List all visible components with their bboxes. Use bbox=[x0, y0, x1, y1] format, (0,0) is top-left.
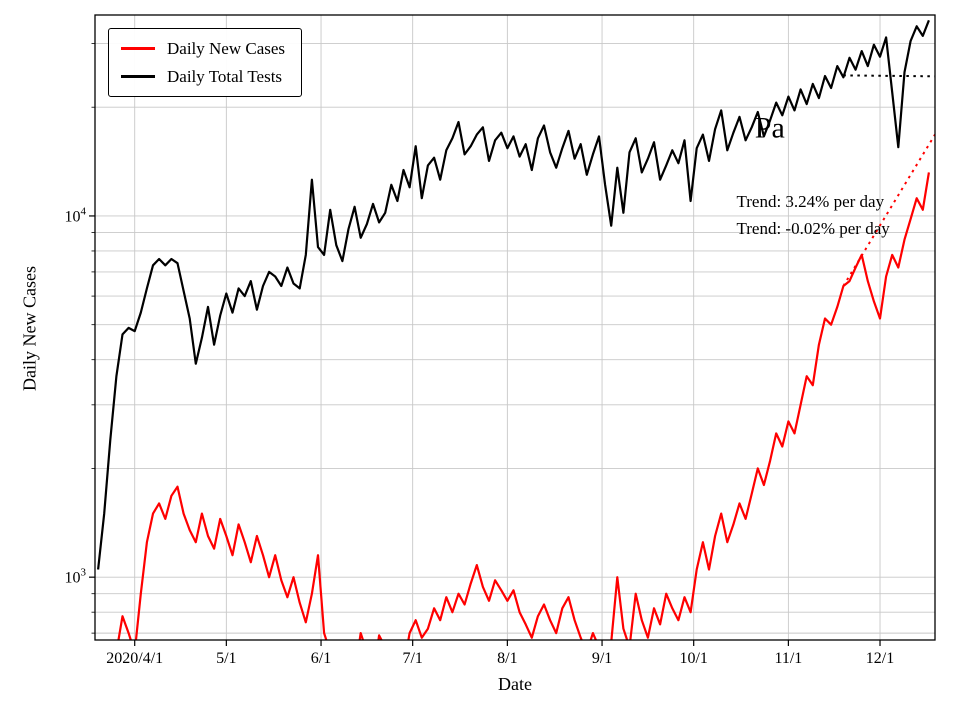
y-tick-label: 103 bbox=[65, 567, 87, 587]
cases-trend bbox=[842, 134, 935, 287]
x-tick-label: 12/1 bbox=[866, 650, 894, 667]
legend-item-daily-new-cases: Daily New Cases bbox=[121, 40, 285, 57]
state-label: Pa bbox=[755, 111, 785, 144]
y-ticks: 103 104 bbox=[65, 43, 95, 634]
trend-label-cases: Trend: 3.24% per day bbox=[736, 192, 884, 211]
x-tick-label: 10/1 bbox=[679, 650, 707, 667]
y-tick-label: 104 bbox=[65, 205, 87, 225]
x-ticks: 2020/4/1 5/1 6/1 7/1 8/1 9/1 10/1 11/1 12/1 bbox=[106, 640, 894, 667]
legend: Daily New Cases Daily Total Tests bbox=[108, 28, 303, 97]
legend-line-sample-cases-icon bbox=[121, 47, 155, 50]
x-tick-label: 2020/4/1 bbox=[106, 650, 163, 667]
trend-label-tests: Trend: -0.02% per day bbox=[736, 219, 890, 238]
plot-border bbox=[94, 14, 936, 641]
y-axis-label: Daily New Cases bbox=[19, 266, 40, 391]
legend-item-daily-total-tests: Daily Total Tests bbox=[121, 68, 285, 85]
series-line-daily-new-cases bbox=[117, 172, 930, 640]
x-tick-label: 9/1 bbox=[592, 650, 612, 667]
grid bbox=[95, 15, 935, 640]
x-axis-label: Date bbox=[498, 674, 532, 694]
legend-label-daily-total-tests: Daily Total Tests bbox=[167, 67, 283, 86]
x-tick-label: 7/1 bbox=[402, 650, 422, 667]
x-tick-label: 11/1 bbox=[774, 650, 802, 667]
series-line-daily-total-tests bbox=[97, 19, 930, 570]
x-tick-label: 6/1 bbox=[311, 650, 331, 667]
x-tick-label: 5/1 bbox=[216, 650, 236, 667]
legend-label-daily-new-cases: Daily New Cases bbox=[167, 39, 286, 58]
tests-trend bbox=[843, 74, 935, 78]
legend-line-sample-tests-icon bbox=[121, 75, 155, 78]
x-tick-label: 8/1 bbox=[497, 650, 517, 667]
